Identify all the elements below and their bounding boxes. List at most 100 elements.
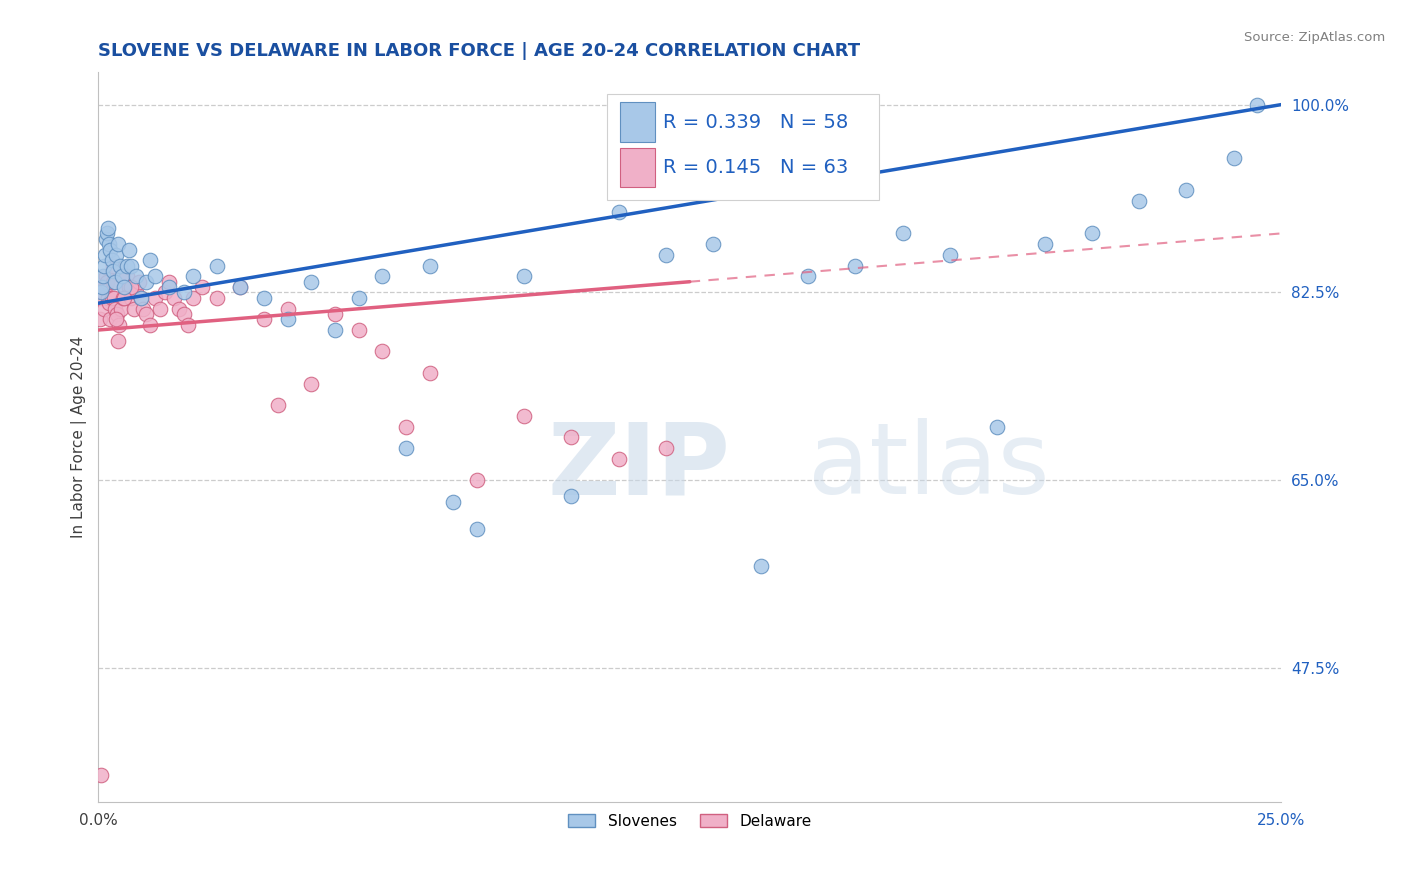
Point	[560, 489, 582, 503]
Point	[163, 291, 186, 305]
Point	[111, 269, 134, 284]
Point	[108, 318, 131, 332]
Point	[797, 269, 820, 284]
Point	[94, 248, 117, 262]
Point	[939, 248, 962, 262]
Point	[173, 285, 195, 300]
Point	[441, 494, 464, 508]
Point	[157, 275, 180, 289]
Point	[277, 312, 299, 326]
Point	[112, 280, 135, 294]
Point	[323, 307, 346, 321]
Point	[101, 275, 124, 289]
Point	[181, 269, 204, 284]
Point	[100, 253, 122, 268]
Point	[1128, 194, 1150, 209]
Point	[101, 259, 124, 273]
Point	[560, 430, 582, 444]
Point	[267, 398, 290, 412]
Point	[139, 253, 162, 268]
Point	[91, 280, 114, 294]
Point	[299, 376, 322, 391]
Point	[277, 301, 299, 316]
Point	[101, 264, 124, 278]
Point	[112, 291, 135, 305]
Text: Source: ZipAtlas.com: Source: ZipAtlas.com	[1244, 31, 1385, 45]
Point	[94, 232, 117, 246]
Point	[98, 243, 121, 257]
Point	[167, 301, 190, 316]
Point	[418, 259, 440, 273]
Point	[607, 451, 630, 466]
Point	[143, 269, 166, 284]
Point	[229, 280, 252, 294]
Point	[986, 419, 1008, 434]
Point	[132, 301, 155, 316]
Point	[105, 248, 128, 262]
Point	[114, 280, 136, 294]
Point	[177, 318, 200, 332]
Point	[115, 259, 138, 273]
Point	[1246, 97, 1268, 112]
Text: ZIP: ZIP	[548, 418, 731, 515]
Text: atlas: atlas	[808, 418, 1050, 515]
Point	[89, 312, 111, 326]
Point	[299, 275, 322, 289]
Point	[107, 334, 129, 348]
Point	[513, 269, 536, 284]
Point	[253, 312, 276, 326]
Point	[135, 275, 157, 289]
Point	[118, 280, 141, 294]
Text: 25.0%: 25.0%	[1257, 813, 1305, 828]
Point	[91, 285, 114, 300]
Point	[118, 243, 141, 257]
Point	[93, 259, 115, 273]
Point	[129, 291, 152, 305]
Point	[655, 248, 678, 262]
Point	[371, 269, 394, 284]
Point	[105, 307, 128, 321]
Point	[111, 269, 134, 284]
Point	[135, 307, 157, 321]
Point	[513, 409, 536, 423]
Point	[97, 221, 120, 235]
Point	[96, 227, 118, 241]
Point	[205, 259, 228, 273]
Point	[91, 280, 114, 294]
Point	[1175, 184, 1198, 198]
Point	[129, 291, 152, 305]
Point	[253, 291, 276, 305]
Point	[607, 205, 630, 219]
Point	[749, 559, 772, 574]
Point	[103, 291, 125, 305]
Point	[1223, 151, 1246, 165]
Point	[181, 291, 204, 305]
Text: SLOVENE VS DELAWARE IN LABOR FORCE | AGE 20-24 CORRELATION CHART: SLOVENE VS DELAWARE IN LABOR FORCE | AGE…	[98, 42, 860, 60]
Point	[191, 280, 214, 294]
Point	[347, 291, 370, 305]
Point	[371, 344, 394, 359]
Point	[90, 768, 112, 782]
Point	[347, 323, 370, 337]
Point	[891, 227, 914, 241]
Point	[94, 269, 117, 284]
Point	[655, 441, 678, 455]
Text: R = 0.339   N = 58: R = 0.339 N = 58	[662, 112, 848, 131]
Point	[465, 473, 488, 487]
Y-axis label: In Labor Force | Age 20-24: In Labor Force | Age 20-24	[72, 336, 87, 539]
Point	[121, 291, 143, 305]
Point	[702, 237, 724, 252]
Point	[90, 285, 112, 300]
Point	[96, 275, 118, 289]
Point	[395, 419, 418, 434]
Point	[104, 301, 127, 316]
Point	[110, 301, 132, 316]
Point	[173, 307, 195, 321]
Point	[105, 312, 128, 326]
Text: 0.0%: 0.0%	[79, 813, 118, 828]
Point	[465, 522, 488, 536]
Point	[115, 269, 138, 284]
Point	[128, 275, 150, 289]
Point	[229, 280, 252, 294]
Point	[205, 291, 228, 305]
